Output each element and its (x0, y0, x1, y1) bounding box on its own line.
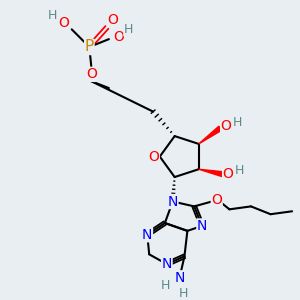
Text: O: O (86, 68, 97, 81)
Text: N: N (162, 257, 172, 271)
Text: O: O (223, 167, 233, 181)
Text: O: O (58, 16, 69, 31)
Text: H: H (161, 279, 170, 292)
Text: O: O (113, 30, 124, 44)
Text: O: O (148, 150, 159, 164)
Text: N: N (167, 194, 178, 208)
Text: O: O (107, 13, 118, 27)
Text: N: N (142, 228, 152, 242)
Text: N: N (197, 219, 207, 233)
Text: P: P (85, 40, 94, 55)
Text: O: O (211, 193, 222, 206)
Text: H: H (124, 23, 133, 36)
Text: H: H (179, 287, 188, 300)
Polygon shape (199, 169, 223, 176)
Text: O: O (221, 119, 232, 133)
Text: H: H (47, 9, 57, 22)
Text: N: N (174, 271, 185, 285)
Text: H: H (235, 164, 244, 177)
Text: H: H (233, 116, 243, 129)
Polygon shape (199, 126, 222, 144)
